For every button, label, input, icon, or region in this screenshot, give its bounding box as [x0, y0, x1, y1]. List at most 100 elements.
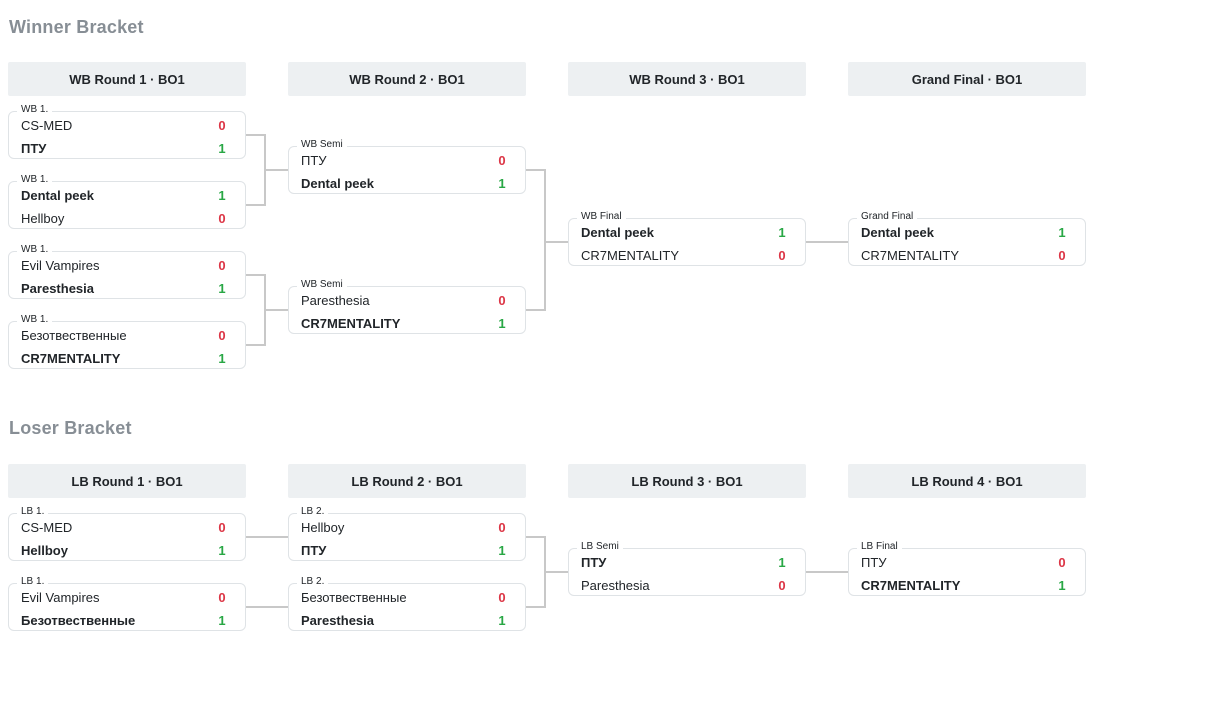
match-card-wb-r1m4[interactable]: WB 1. Безотвественные 0 CR7MENTALITY 1	[8, 314, 246, 370]
team-score: 0	[218, 118, 226, 133]
match-label: WB 1.	[17, 244, 53, 256]
round-header-wb-3: WB Round 3 · BO1	[568, 62, 806, 96]
match-card-lb-semi[interactable]: LB Semi ПТУ 1 Paresthesia 0	[568, 541, 806, 597]
team-name: Dental peek	[21, 188, 94, 203]
team-name: Paresthesia	[301, 613, 374, 628]
team-row: CS-MED 0	[9, 114, 245, 137]
match-card-lb-r1m2[interactable]: LB 1. Evil Vampires 0 Безотвественные 1	[8, 576, 246, 632]
team-name: Dental peek	[861, 225, 934, 240]
team-row: Dental peek 1	[289, 172, 525, 195]
team-score: 0	[218, 258, 226, 273]
round-header-wb-2: WB Round 2 · BO1	[288, 62, 526, 96]
bracket-connector	[806, 571, 848, 573]
team-row: CR7MENTALITY 0	[849, 244, 1085, 267]
team-score: 1	[1058, 578, 1066, 593]
team-name: Hellboy	[21, 543, 68, 558]
match-card-wb-r2m2[interactable]: WB Semi Paresthesia 0 CR7MENTALITY 1	[288, 279, 526, 335]
team-row: CR7MENTALITY 1	[9, 347, 245, 370]
team-name: ПТУ	[581, 555, 607, 570]
team-score: 0	[218, 328, 226, 343]
match-card-wb-r1m2[interactable]: WB 1. Dental peek 1 Hellboy 0	[8, 174, 246, 229]
team-row: Hellboy 0	[289, 516, 525, 539]
round-header-lb-4: LB Round 4 · BO1	[848, 464, 1086, 498]
team-row: Paresthesia 1	[9, 277, 245, 300]
match-label: Grand Final	[857, 211, 918, 223]
team-score: 1	[778, 555, 786, 570]
team-name: ПТУ	[861, 555, 887, 570]
team-name: Безотвественные	[21, 613, 136, 628]
team-name: Paresthesia	[301, 293, 370, 308]
team-row: Paresthesia 1	[289, 609, 525, 632]
match-card-lb-r2m1[interactable]: LB 2. Hellboy 0 ПТУ 1	[288, 506, 526, 562]
match-card-lb-r2m2[interactable]: LB 2. Безотвественные 0 Paresthesia 1	[288, 576, 526, 632]
bracket-connector	[265, 309, 288, 311]
bracket-connector	[526, 536, 546, 608]
match-card-grand-final[interactable]: Grand Final Dental peek 1 CR7MENTALITY 0	[848, 211, 1086, 267]
team-row: Безотвественные 0	[289, 586, 525, 609]
team-score: 1	[218, 613, 226, 628]
team-name: CR7MENTALITY	[861, 578, 961, 593]
bracket-connector	[265, 169, 288, 171]
bracket-connector	[246, 274, 266, 346]
match-card-lb-r1m1[interactable]: LB 1. CS-MED 0 Hellboy 1	[8, 506, 246, 561]
team-row: Безотвественные 0	[9, 324, 245, 347]
match-card-wb-r1m1[interactable]: WB 1. CS-MED 0 ПТУ 1	[8, 104, 246, 160]
team-score: 0	[778, 578, 786, 593]
team-row: CR7MENTALITY 1	[289, 312, 525, 335]
team-score: 0	[498, 590, 506, 605]
bracket-connector	[246, 134, 266, 206]
match-card-wb-final[interactable]: WB Final Dental peek 1 CR7MENTALITY 0	[568, 211, 806, 267]
team-score: 0	[218, 520, 226, 535]
team-score: 0	[218, 590, 226, 605]
team-score: 1	[218, 141, 226, 156]
team-row: Безотвественные 1	[9, 609, 245, 632]
match-label: LB 2.	[297, 576, 329, 588]
match-label: WB 1.	[17, 104, 53, 116]
team-row: Paresthesia 0	[569, 574, 805, 597]
team-score: 1	[218, 188, 226, 203]
team-name: Paresthesia	[21, 281, 94, 296]
team-score: 0	[498, 153, 506, 168]
match-label: WB 1.	[17, 314, 53, 326]
team-row: ПТУ 1	[569, 551, 805, 574]
team-row: Dental peek 1	[849, 221, 1085, 244]
team-row: Evil Vampires 0	[9, 586, 245, 609]
team-name: CS-MED	[21, 118, 73, 133]
bracket-connector	[246, 606, 288, 608]
team-row: ПТУ 1	[289, 539, 525, 562]
team-score: 1	[498, 543, 506, 558]
team-name: CR7MENTALITY	[301, 316, 401, 331]
match-label: LB 1.	[17, 576, 49, 588]
team-row: ПТУ 1	[9, 137, 245, 160]
bracket-connector	[545, 241, 568, 243]
match-card-lb-final[interactable]: LB Final ПТУ 0 CR7MENTALITY 1	[848, 541, 1086, 597]
team-score: 0	[1058, 555, 1066, 570]
loser-bracket-title: Loser Bracket	[9, 418, 132, 438]
team-score: 1	[498, 176, 506, 191]
match-card-wb-r2m1[interactable]: WB Semi ПТУ 0 Dental peek 1	[288, 139, 526, 195]
team-row: ПТУ 0	[289, 149, 525, 172]
team-score: 0	[498, 520, 506, 535]
bracket-connector	[806, 241, 848, 243]
round-header-grand-final: Grand Final · BO1	[848, 62, 1086, 96]
team-row: CR7MENTALITY 0	[569, 244, 805, 267]
team-score: 0	[498, 293, 506, 308]
team-row: CR7MENTALITY 1	[849, 574, 1085, 597]
team-row: Dental peek 1	[9, 184, 245, 207]
team-row: Paresthesia 0	[289, 289, 525, 312]
team-name: ПТУ	[301, 543, 327, 558]
team-name: Dental peek	[301, 176, 374, 191]
team-name: Evil Vampires	[21, 258, 100, 273]
team-score: 1	[498, 613, 506, 628]
team-score: 1	[498, 316, 506, 331]
team-name: Безотвественные	[21, 328, 127, 343]
round-header-lb-1: LB Round 1 · BO1	[8, 464, 246, 498]
team-name: CR7MENTALITY	[581, 248, 679, 263]
team-name: Hellboy	[21, 211, 65, 226]
team-score: 1	[218, 281, 226, 296]
team-name: CS-MED	[21, 520, 73, 535]
match-label: WB Final	[577, 211, 626, 223]
match-card-wb-r1m3[interactable]: WB 1. Evil Vampires 0 Paresthesia 1	[8, 244, 246, 300]
team-score: 1	[1058, 225, 1066, 240]
team-score: 1	[218, 543, 226, 558]
